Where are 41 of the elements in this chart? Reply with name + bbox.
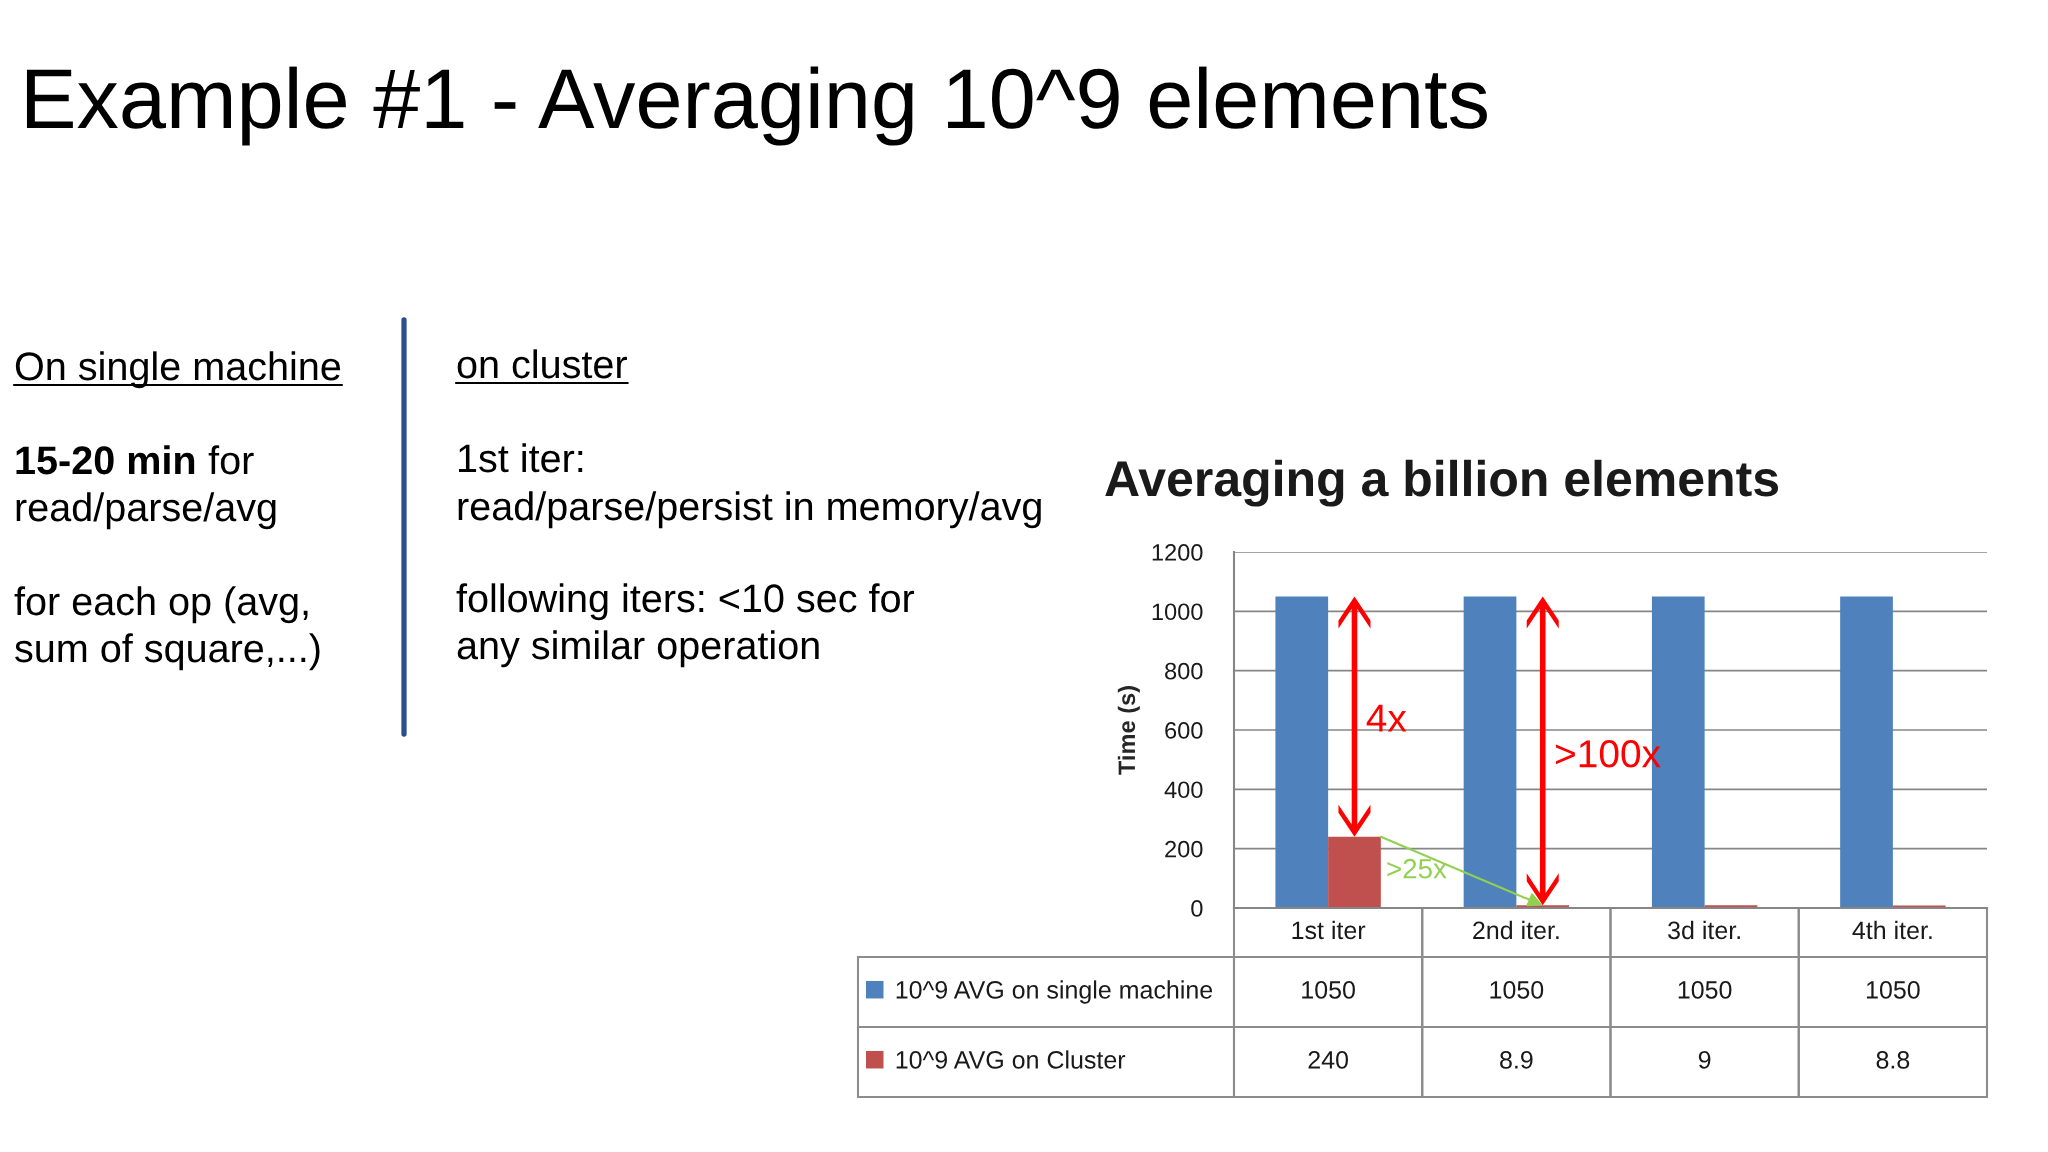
bar [1463, 596, 1517, 908]
y-tick-label: 800 [1165, 662, 1203, 680]
data-label: 1050 [1866, 981, 1920, 999]
text: 15-20 min [16, 445, 195, 475]
x-tick-label: 2nd iter. [1473, 920, 1559, 940]
text: read/parse/persist in memory/avg [458, 491, 1041, 529]
x-tick-label: 1st iter [1292, 920, 1366, 940]
bar [1275, 596, 1329, 908]
data-label: 240 [1308, 1051, 1348, 1069]
bar [1840, 596, 1893, 908]
data-label: 1050 [1490, 981, 1544, 999]
y-tick-label: 600 [1165, 722, 1203, 739]
x-tick-label: 3d iter. [1668, 920, 1740, 940]
y-tick-label: 1200 [1152, 544, 1203, 561]
text: any similar operation [457, 630, 819, 668]
text: 1st iter: [459, 443, 583, 473]
annotation: >25x [1387, 858, 1447, 879]
text: for each op (avg, [14, 586, 308, 624]
chart-title: Example #1 - Averaging 10^9 elements [26, 66, 1487, 146]
text: for [208, 445, 254, 475]
data-label: 8.9 [1500, 1051, 1533, 1069]
y-tick-label: 400 [1164, 781, 1203, 799]
chart-subtitle: Averaging a billion elements [1105, 459, 1779, 507]
text: following iters: <10 sec for [456, 583, 915, 621]
text: On single machine [15, 351, 341, 389]
data-label: 1050 [1678, 981, 1732, 999]
data-label: 9 [1698, 1051, 1711, 1069]
y-tick-label: 0 [1191, 900, 1203, 917]
y-tick-label: 200 [1165, 840, 1203, 858]
legend-label: 10^9 AVG on Cluster [896, 1050, 1126, 1069]
text: read/parse/avg [16, 492, 276, 530]
text: on cluster [457, 349, 627, 379]
y-tick-label: 1000 [1152, 603, 1203, 621]
annotation: 4x [1366, 704, 1407, 732]
bar [1328, 836, 1381, 908]
data-label: 8.8 [1876, 1051, 1910, 1069]
text: sum of square,...) [15, 633, 320, 671]
x-tick-label: 4th iter. [1852, 920, 1932, 940]
data-label: 1050 [1302, 981, 1355, 999]
y-axis-title: Time (s) [1117, 686, 1140, 775]
legend-label: 10^9 AVG on single machine [896, 980, 1213, 1004]
